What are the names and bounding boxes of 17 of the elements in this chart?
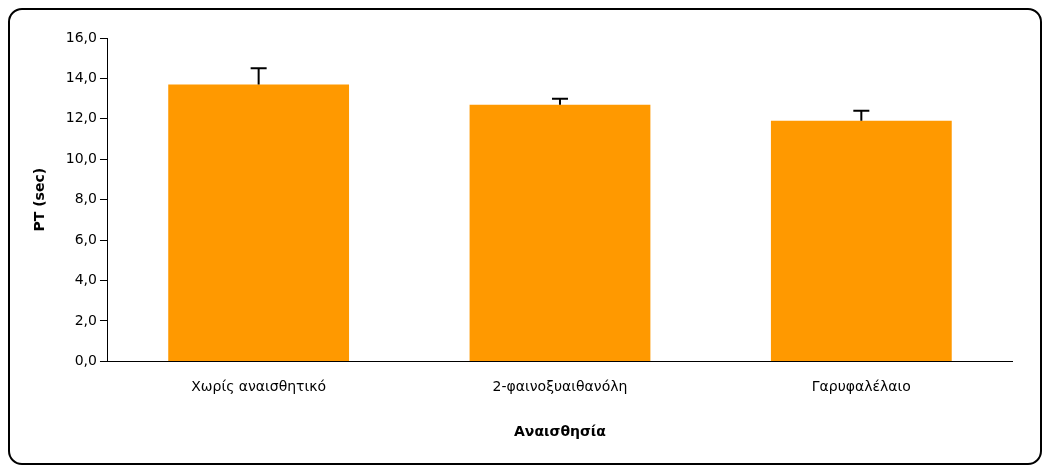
bar — [168, 84, 350, 361]
x-tick-label: 2-φαινοξυαιθανόλη — [492, 378, 628, 395]
y-axis-title: PT (sec) — [31, 167, 48, 232]
y-tick-label: 6,0 — [74, 230, 97, 247]
y-tick-label: 14,0 — [65, 69, 97, 86]
y-tick-label: 0,0 — [74, 352, 97, 369]
y-tick-label: 16,0 — [65, 28, 97, 45]
x-axis-title: Αναισθησία — [514, 423, 607, 440]
x-tick-label: Χωρίς αναισθητικό — [191, 378, 327, 395]
y-tick-label: 8,0 — [74, 190, 97, 207]
x-tick-label: Γαρυφαλέλαιο — [811, 378, 911, 395]
bar — [770, 120, 952, 361]
y-tick-label: 10,0 — [65, 149, 97, 166]
y-tick-label: 2,0 — [74, 311, 97, 328]
bar — [469, 104, 651, 361]
y-tick-label: 4,0 — [74, 271, 97, 288]
y-tick-label: 12,0 — [65, 109, 97, 126]
